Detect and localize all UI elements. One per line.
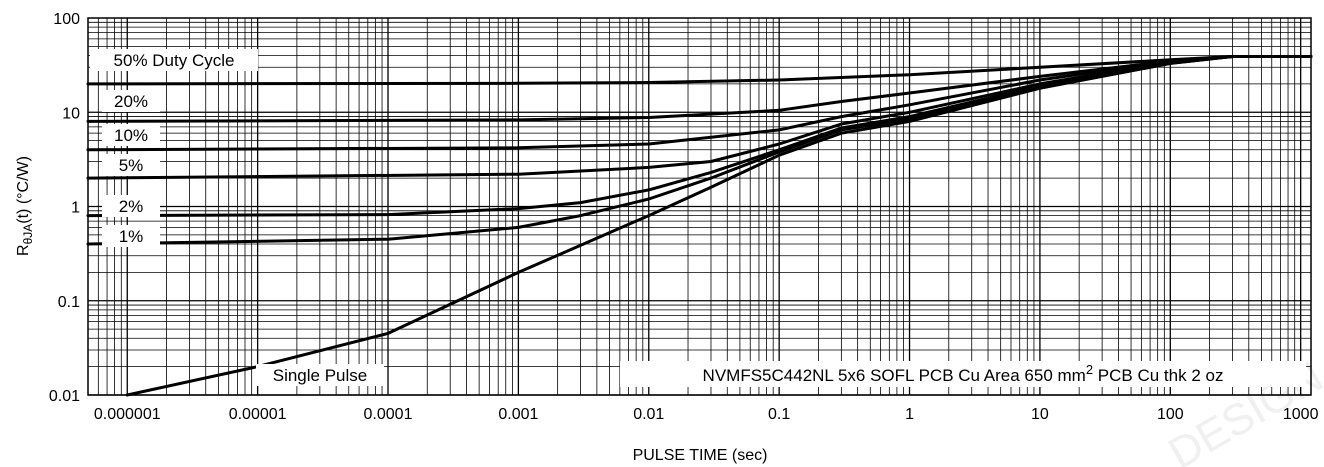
x-axis-label: PULSE TIME (sec) xyxy=(633,447,768,464)
x-tick-label: 0.0001 xyxy=(364,406,413,423)
series-label-box xyxy=(256,364,384,386)
annotation-superscript: 2 xyxy=(1086,362,1093,377)
x-tick-label: 100 xyxy=(1157,406,1184,423)
x-tick-label: 1 xyxy=(905,406,914,423)
series-label-box xyxy=(102,225,160,247)
y-tick-label: 10 xyxy=(62,105,80,122)
series-label: 20% xyxy=(114,92,148,111)
y-axis-label-sub: θJA xyxy=(21,224,35,245)
grid xyxy=(87,18,1311,396)
annotation: NVMFS5C442NL 5x6 SOFL PCB Cu Area 650 mm… xyxy=(620,361,1306,387)
plot-border xyxy=(87,17,1312,396)
y-tick-label: 1 xyxy=(71,200,80,217)
y-tick-label: 0.01 xyxy=(49,388,80,405)
annotation-box xyxy=(620,361,1306,387)
series-label: 5% xyxy=(119,156,144,175)
series-label: 10% xyxy=(114,126,148,145)
series-line-3 xyxy=(86,55,1313,180)
series-label: 50% Duty Cycle xyxy=(114,51,235,70)
y-axis-label-rest: (t) (°C/W) xyxy=(15,156,32,224)
series-label-box xyxy=(102,154,160,176)
x-tick-label: 1000 xyxy=(1283,406,1319,423)
x-tick-label: 0.001 xyxy=(498,406,538,423)
series-labels: 50% Duty Cycle 20% 10% 5% 2% 1% Single Pulse xyxy=(90,49,384,386)
x-tick-label: 0.00001 xyxy=(229,406,287,423)
y-axis-label-main: R xyxy=(15,244,32,256)
series-label-box xyxy=(102,195,160,217)
x-tick-labels: 0.000001 0.00001 0.0001 0.001 0.01 0.1 1 10 100 1… xyxy=(94,406,1319,423)
series-lines xyxy=(86,55,1313,397)
series-label: 2% xyxy=(119,197,144,216)
y-tick-label: 100 xyxy=(53,11,80,28)
x-tick-label: 0.01 xyxy=(633,406,664,423)
series-label-box xyxy=(102,90,160,112)
x-tick-label: 0.1 xyxy=(768,406,790,423)
y-tick-labels: 0.01 0.1 1 10 100 xyxy=(49,11,80,405)
series-label: Single Pulse xyxy=(273,366,368,385)
series-line-6 xyxy=(125,55,1313,397)
annotation-part: NVMFS5C442NL 5x6 SOFL PCB Cu Area 650 mm xyxy=(703,366,1086,385)
y-tick-label: 0.1 xyxy=(58,294,80,311)
annotation-rest: PCB Cu thk 2 oz xyxy=(1093,366,1223,385)
x-tick-label: 0.000001 xyxy=(94,406,161,423)
series-label-box xyxy=(90,49,258,71)
series-label: 1% xyxy=(119,227,144,246)
series-label-box xyxy=(102,124,160,146)
y-axis-label: RθJA(t) (°C/W) xyxy=(15,156,35,256)
x-tick-label: 10 xyxy=(1031,406,1049,423)
annotation-text: NVMFS5C442NL 5x6 SOFL PCB Cu Area 650 mm… xyxy=(703,362,1224,385)
